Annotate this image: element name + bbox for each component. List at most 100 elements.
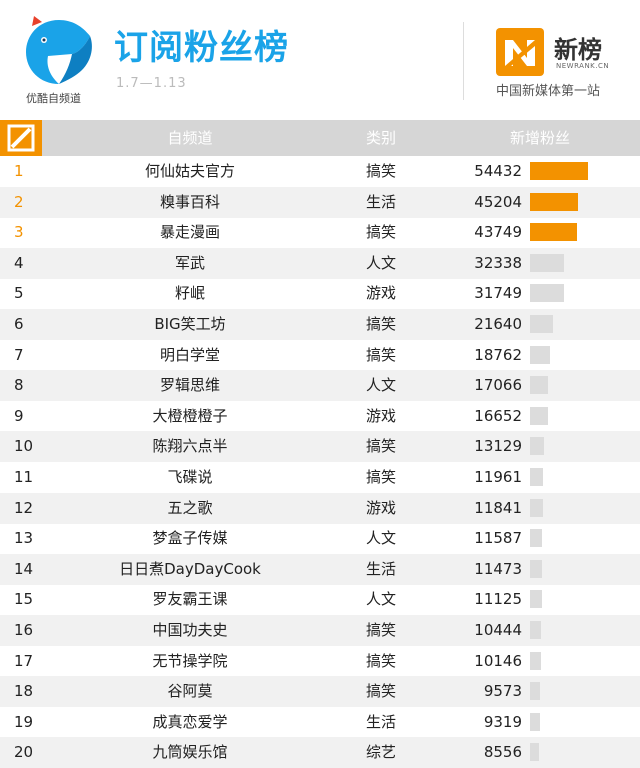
fans-bar	[530, 712, 540, 731]
channel-name-cell: 罗辑思维	[159, 376, 220, 395]
new-fans-cell: 10146	[474, 651, 522, 670]
fans-bar	[530, 192, 578, 211]
category-cell: 搞笑	[365, 651, 396, 670]
new-fans-cell: 43749	[474, 223, 522, 242]
rank-cell: 6	[14, 315, 24, 333]
new-fans-cell: 21640	[474, 315, 522, 333]
rank-cell: 15	[14, 590, 34, 609]
category-cell: 生活	[365, 192, 396, 211]
channel-name-cell: 飞碟说	[167, 468, 213, 486]
fans-bar	[530, 743, 539, 762]
table-row: 17 无节操学院 搞笑 10146	[0, 646, 640, 677]
table-row: 13 梦盒子传媒 人文 11587	[0, 523, 640, 554]
newrank-corner-icon	[0, 120, 42, 156]
channel-name-cell: 中国功夫史	[152, 621, 228, 639]
new-fans-cell: 17066	[474, 376, 522, 395]
new-fans-cell: 13129	[474, 437, 522, 456]
channel-name-cell: 明白学堂	[159, 345, 220, 364]
rank-cell: 12	[14, 498, 34, 517]
channel-name-cell: 暴走漫画	[159, 223, 220, 242]
fans-bar	[530, 315, 553, 333]
category-cell: 生活	[365, 712, 396, 731]
fans-bar	[530, 437, 544, 456]
fans-bar	[530, 682, 540, 701]
category-cell: 综艺	[365, 743, 396, 762]
channel-name-cell: 糗事百科	[159, 192, 220, 211]
category-cell: 搞笑	[365, 315, 396, 333]
rank-cell: 11	[14, 468, 34, 486]
table-row: 15 罗友霸王课 人文 11125	[0, 584, 640, 615]
fans-bar	[530, 529, 542, 548]
category-cell: 人文	[365, 590, 396, 609]
table-row: 4 军武 人文 32338	[0, 247, 640, 279]
fans-bar	[530, 468, 543, 486]
category-cell: 生活	[365, 559, 396, 578]
category-cell: 搞笑	[365, 682, 396, 701]
fans-bar	[530, 498, 543, 517]
new-fans-cell: 11125	[474, 590, 522, 609]
rank-cell: 7	[14, 345, 24, 364]
channel-name-cell: 无节操学院	[152, 651, 228, 670]
fans-bar	[530, 253, 564, 272]
category-cell: 搞笑	[365, 162, 396, 180]
rank-cell: 10	[14, 437, 34, 456]
column-header-category: 类别	[365, 129, 396, 147]
category-cell: 搞笑	[365, 621, 396, 639]
channel-name-cell: 大橙橙橙子	[152, 406, 228, 425]
fans-bar	[530, 376, 548, 395]
channel-name-cell: 何仙姑夫官方	[144, 162, 235, 180]
table-row: 20 九筒娱乐馆 综艺 8556	[0, 737, 640, 768]
rank-cell: 3	[14, 223, 24, 242]
table-row: 12 五之歌 游戏 11841	[0, 492, 640, 524]
date-range: 1.7—1.13	[116, 76, 187, 91]
channel-name-cell: 罗友霸王课	[152, 590, 228, 609]
youku-bird-logo-icon	[26, 16, 92, 84]
rank-cell: 17	[14, 651, 34, 670]
table-row: 19 成真恋爱学 生活 9319	[0, 707, 640, 738]
fans-bar	[530, 651, 541, 670]
fans-bar	[530, 590, 542, 609]
channel-name-cell: 谷阿莫	[167, 682, 213, 701]
channel-name-cell: 九筒娱乐馆	[152, 743, 228, 762]
category-cell: 搞笑	[365, 345, 396, 364]
fans-bar	[530, 162, 588, 180]
channel-name-cell: 籽岷	[174, 284, 205, 303]
rank-cell: 19	[14, 712, 34, 731]
channel-name-cell: 日日煮DayDayCook	[119, 559, 261, 578]
table-row: 10 陈翔六点半 搞笑 13129	[0, 431, 640, 463]
new-fans-cell: 45204	[474, 192, 522, 211]
channel-name-cell: 军武	[174, 253, 205, 272]
table-row: 2 糗事百科 生活 45204	[0, 186, 640, 218]
rank-cell: 18	[14, 682, 34, 701]
column-header-channel: 自频道	[167, 129, 213, 147]
header: 优酷自频道 订阅粉丝榜 1.7—1.13 新榜 NEWRANK.CN 中国新媒体…	[0, 0, 640, 120]
newrank-logo-icon	[496, 28, 544, 76]
new-fans-cell: 18762	[474, 345, 522, 364]
rank-cell: 1	[14, 162, 24, 180]
category-cell: 游戏	[365, 498, 396, 517]
table-row: 8 罗辑思维 人文 17066	[0, 370, 640, 402]
new-fans-cell: 8556	[483, 743, 522, 762]
table-header: 自频道 类别 新增粉丝	[0, 120, 640, 156]
newrank-name: 新榜	[554, 36, 602, 64]
new-fans-cell: 54432	[474, 162, 522, 180]
category-cell: 人文	[365, 253, 396, 272]
rank-cell: 20	[14, 743, 34, 762]
table-row: 18 谷阿莫 搞笑 9573	[0, 676, 640, 708]
table-row: 16 中国功夫史 搞笑 10444	[0, 615, 640, 646]
table-row: 9 大橙橙橙子 游戏 16652	[0, 401, 640, 432]
new-fans-cell: 11587	[474, 529, 522, 548]
rank-cell: 14	[14, 559, 34, 578]
table-row: 5 籽岷 游戏 31749	[0, 278, 640, 309]
new-fans-cell: 11961	[474, 468, 522, 486]
fans-bar	[530, 559, 542, 578]
channel-name-cell: 陈翔六点半	[152, 437, 228, 456]
fans-bar	[530, 621, 541, 639]
new-fans-cell: 11841	[474, 498, 522, 517]
table-row: 14 日日煮DayDayCook 生活 11473	[0, 553, 640, 585]
channel-name-cell: 成真恋爱学	[152, 712, 228, 731]
new-fans-cell: 9319	[483, 712, 522, 731]
category-cell: 人文	[365, 529, 396, 548]
table-row: 7 明白学堂 搞笑 18762	[0, 340, 640, 371]
table-row: 6 BIG笑工坊 搞笑 21640	[0, 309, 640, 340]
